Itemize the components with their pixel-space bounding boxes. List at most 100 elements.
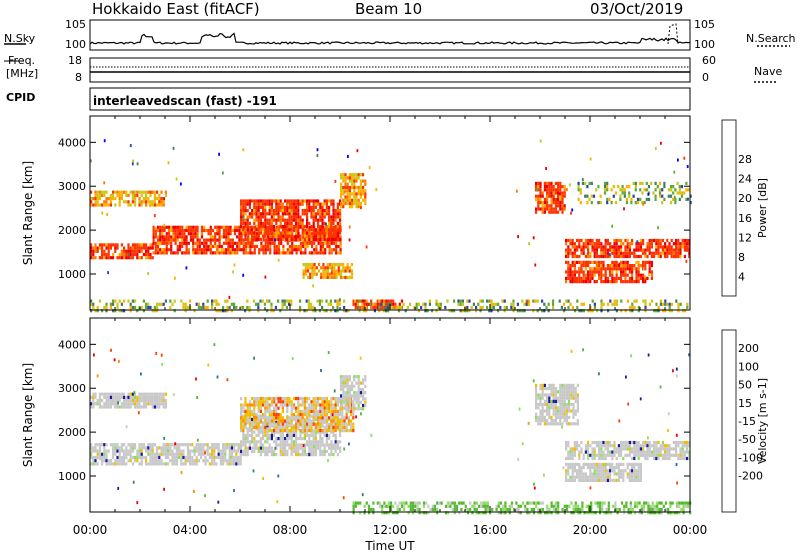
data-cell <box>131 246 134 250</box>
data-cell <box>633 280 636 284</box>
data-cell <box>205 248 208 252</box>
data-cell <box>479 309 482 313</box>
data-cell <box>363 302 366 306</box>
data-cell <box>332 228 335 232</box>
data-cell <box>325 299 328 303</box>
data-cell <box>609 453 612 457</box>
data-cell <box>107 271 109 275</box>
data-cell <box>587 264 590 268</box>
data-cell <box>295 422 298 426</box>
data-cell <box>183 251 186 255</box>
data-cell <box>242 231 245 235</box>
data-cell <box>255 209 258 213</box>
data-cell <box>228 459 231 463</box>
data-cell <box>587 444 590 448</box>
data-cell <box>156 197 159 201</box>
data-cell <box>140 443 143 447</box>
data-cell <box>622 462 625 466</box>
data-cell <box>275 409 278 413</box>
data-cell <box>203 248 206 252</box>
data-cell <box>591 456 594 461</box>
data-cell <box>331 266 334 270</box>
data-cell <box>598 260 601 264</box>
data-cell <box>608 197 611 201</box>
data-cell <box>185 244 188 249</box>
data-cell <box>142 443 145 447</box>
data-cell <box>350 397 353 401</box>
data-cell <box>346 375 349 379</box>
data-cell <box>338 298 341 302</box>
data-cell <box>466 305 469 310</box>
data-cell <box>346 182 349 186</box>
data-cell <box>290 409 293 413</box>
data-cell <box>251 215 254 219</box>
data-cell <box>584 194 587 198</box>
data-cell <box>673 170 676 174</box>
data-cell <box>565 478 568 482</box>
data-cell <box>118 459 121 463</box>
data-cell <box>284 449 287 453</box>
data-cell <box>240 416 243 420</box>
data-cell <box>242 403 245 407</box>
data-cell <box>266 231 269 235</box>
data-cell <box>196 225 199 229</box>
data-cell <box>277 425 280 429</box>
data-cell <box>330 453 333 457</box>
data-cell <box>548 191 551 195</box>
data-cell <box>382 309 385 313</box>
data-cell <box>573 273 576 277</box>
data-cell <box>301 397 304 401</box>
data-cell <box>633 305 636 310</box>
data-cell <box>271 235 274 239</box>
data-cell <box>598 238 601 243</box>
data-cell <box>541 194 544 198</box>
data-cell <box>273 416 276 420</box>
data-cell <box>334 209 337 213</box>
data-cell <box>602 440 605 445</box>
data-cell <box>305 309 308 313</box>
data-cell <box>576 383 579 387</box>
data-cell <box>286 248 289 252</box>
data-cell <box>539 419 542 423</box>
data-cell <box>644 251 647 255</box>
data-cell <box>203 228 206 233</box>
data-cell <box>475 305 478 310</box>
data-cell <box>324 266 327 270</box>
data-cell <box>292 212 295 216</box>
data-cell <box>183 232 186 236</box>
data-cell <box>242 238 245 242</box>
data-cell <box>688 242 691 246</box>
data-cell <box>154 248 157 252</box>
data-cell <box>251 433 254 437</box>
data-cell <box>154 228 157 233</box>
data-cell <box>339 237 342 241</box>
data-cell <box>602 472 605 476</box>
data-cell <box>372 305 375 310</box>
data-cell <box>158 203 161 207</box>
data-cell <box>233 248 237 252</box>
data-cell <box>94 246 97 250</box>
data-cell <box>565 422 568 426</box>
data-cell <box>317 409 320 413</box>
data-cell <box>552 197 555 201</box>
data-cell <box>332 425 335 429</box>
data-cell <box>319 453 322 457</box>
data-cell <box>664 447 667 451</box>
data-cell <box>580 309 583 313</box>
data-cell <box>235 443 238 447</box>
data-cell <box>351 182 354 186</box>
data-cell <box>675 440 678 445</box>
data-cell <box>151 405 154 409</box>
data-cell <box>648 260 651 264</box>
data-cell <box>185 238 188 242</box>
data-cell <box>565 383 568 387</box>
data-cell <box>277 443 280 447</box>
data-cell <box>317 237 320 241</box>
data-cell <box>568 415 571 419</box>
data-cell <box>147 305 150 310</box>
data-cell <box>90 249 93 253</box>
data-cell <box>342 391 345 395</box>
data-cell <box>342 381 345 385</box>
data-cell <box>164 193 167 197</box>
data-cell <box>266 199 269 203</box>
